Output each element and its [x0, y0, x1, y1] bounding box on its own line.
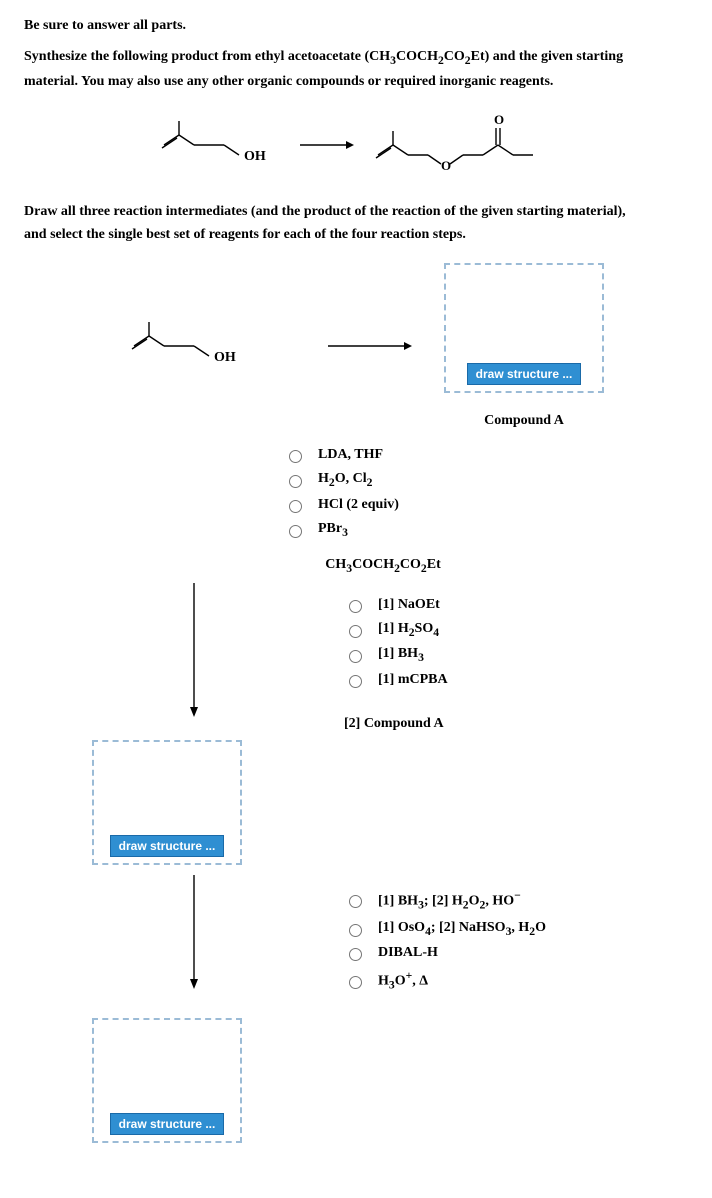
- compound-a-drawbox: draw structure ...: [444, 263, 604, 393]
- radio-h2so4[interactable]: [349, 625, 362, 638]
- starting-material-structure: OH: [154, 115, 284, 175]
- step2-reagent-list: [1] NaOEt [1] H2SO4 [1] BH3 [1] mCPBA: [344, 597, 448, 689]
- step3-reagent-list: [1] BH3; [2] H2O2, HO− [1] OsO4; [2] NaH…: [344, 889, 546, 992]
- step3-option-2[interactable]: [1] OsO4; [2] NaHSO3, H2O: [344, 920, 546, 938]
- instruction2-line2: and select the single best set of reagen…: [24, 226, 688, 245]
- radio-pbr3[interactable]: [289, 525, 302, 538]
- svg-text:O: O: [441, 158, 451, 173]
- question-line1: Synthesize the following product from et…: [24, 48, 688, 69]
- step2-option-4[interactable]: [1] mCPBA: [344, 672, 448, 688]
- step3-option-4[interactable]: H3O+, Δ: [344, 969, 546, 991]
- product-structure: O O: [368, 110, 558, 180]
- step1-option-3[interactable]: HCl (2 equiv): [284, 497, 688, 513]
- reaction-scheme: OH O O: [24, 105, 688, 185]
- step2-option-1[interactable]: [1] NaOEt: [344, 597, 448, 613]
- step1-arrow: [324, 336, 414, 356]
- radio-lda[interactable]: [289, 450, 302, 463]
- step1-option-1[interactable]: LDA, THF: [284, 447, 688, 463]
- reaction-arrow: [298, 137, 354, 153]
- draw-structure-button-c[interactable]: draw structure ...: [110, 1113, 225, 1135]
- question-line2: material. You may also use any other org…: [24, 73, 688, 92]
- ethyl-acetoacetate-label: CH3COCH2CO2Et: [78, 557, 688, 575]
- intermediate-b-drawbox: draw structure ...: [92, 740, 242, 865]
- sm-structure-repeat: OH: [119, 316, 269, 376]
- radio-h2o-cl2[interactable]: [289, 475, 302, 488]
- radio-h3o[interactable]: [349, 976, 362, 989]
- radio-hcl[interactable]: [289, 500, 302, 513]
- draw-structure-button-a[interactable]: draw structure ...: [467, 363, 582, 385]
- step2-down-arrow: [184, 579, 204, 719]
- header-instruction: Be sure to answer all parts.: [24, 18, 688, 34]
- radio-mcpba[interactable]: [349, 675, 362, 688]
- step2-compound-a-label: [2] Compound A: [344, 716, 448, 732]
- step1-row: OH draw structure ... Compound A: [64, 263, 688, 429]
- step2-option-2[interactable]: [1] H2SO4: [344, 621, 448, 639]
- radio-bh3[interactable]: [349, 650, 362, 663]
- radio-dibalh[interactable]: [349, 948, 362, 961]
- svg-text:OH: OH: [244, 149, 266, 164]
- step1-reagent-list: LDA, THF H2O, Cl2 HCl (2 equiv) PBr3: [284, 447, 688, 539]
- step3-option-1[interactable]: [1] BH3; [2] H2O2, HO−: [344, 889, 546, 911]
- step3-down-arrow: [184, 871, 204, 991]
- instruction2-line1: Draw all three reaction intermediates (a…: [24, 203, 688, 222]
- intermediate-c-drawbox: draw structure ...: [92, 1018, 242, 1143]
- svg-text:OH: OH: [214, 350, 236, 365]
- compound-a-label: Compound A: [444, 413, 604, 429]
- step3-option-3[interactable]: DIBAL-H: [344, 945, 546, 961]
- step2-option-3[interactable]: [1] BH3: [344, 646, 448, 664]
- radio-bh3-h2o2[interactable]: [349, 895, 362, 908]
- step1-option-4[interactable]: PBr3: [284, 521, 688, 539]
- radio-naoet[interactable]: [349, 600, 362, 613]
- step1-option-2[interactable]: H2O, Cl2: [284, 471, 688, 489]
- radio-oso4[interactable]: [349, 924, 362, 937]
- svg-text:O: O: [494, 112, 504, 127]
- draw-structure-button-b[interactable]: draw structure ...: [110, 835, 225, 857]
